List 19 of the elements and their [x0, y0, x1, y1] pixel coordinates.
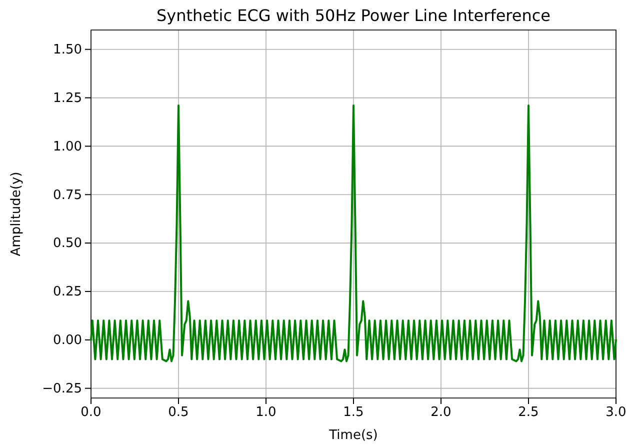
x-tick-label: 1.0	[256, 405, 276, 420]
y-tick-label: 0.50	[53, 236, 82, 252]
x-axis-title: Time(s)	[328, 428, 378, 443]
y-tick-label: 1.25	[53, 90, 82, 106]
line-series	[90, 104, 617, 362]
y-axis-title: Amplitude(y)	[9, 172, 24, 256]
x-tick-label: 3.0	[606, 405, 626, 420]
y-tick-label: 1.50	[53, 42, 82, 58]
x-tick-label: 2.0	[430, 405, 452, 420]
x-tick-label: 0.5	[168, 405, 189, 420]
y-tick-label: 0.75	[53, 188, 82, 203]
y-tick-label: 0.25	[53, 284, 82, 300]
x-tick-label: 1.5	[343, 405, 364, 420]
y-tick-label: 1.00	[53, 139, 82, 154]
chart-title: Synthetic ECG with 50Hz Power Line Interference	[156, 6, 551, 25]
y-tick-label: −0.25	[42, 381, 82, 396]
y-tick-label: 0.00	[53, 333, 82, 348]
x-tick-label: 0.0	[80, 405, 102, 420]
x-tick-label: 2.5	[518, 405, 539, 420]
